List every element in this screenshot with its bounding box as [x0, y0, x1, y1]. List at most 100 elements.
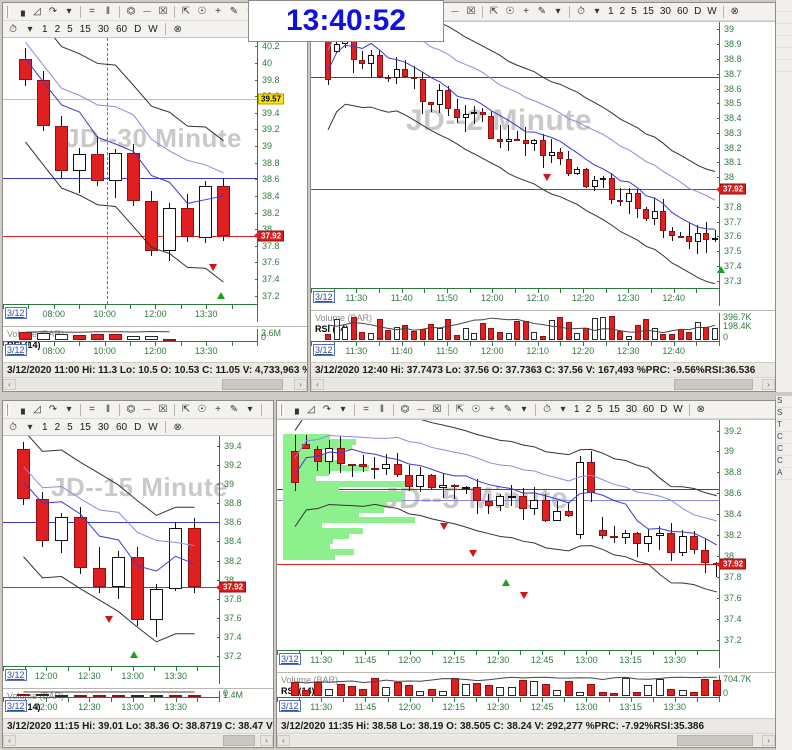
- timeframe-30[interactable]: 30: [97, 23, 109, 35]
- toolbar-grip[interactable]: [6, 5, 10, 18]
- drawing-icon[interactable]: ◿: [33, 6, 41, 17]
- timeframe-60[interactable]: 60: [676, 6, 689, 17]
- crosshair-box-icon[interactable]: ☒: [466, 6, 476, 17]
- timeframe-toolbar[interactable]: ⏱ ▾ 1 2 5 15 30 60 D W ⊗: [3, 419, 273, 436]
- chart-type-icon[interactable]: ▗: [291, 404, 299, 415]
- clock-icon[interactable]: ⏱: [543, 404, 551, 415]
- timeframe-2[interactable]: 2: [585, 404, 592, 415]
- pointer-icon[interactable]: ⇱: [455, 404, 465, 415]
- timeframe-w[interactable]: W: [148, 23, 158, 35]
- horizontal-scrollbar[interactable]: ‹ ›: [311, 377, 775, 391]
- crosshair-icon[interactable]: +: [215, 6, 221, 17]
- timeframe-w[interactable]: W: [707, 6, 717, 17]
- scroll-left-button[interactable]: ‹: [3, 735, 16, 746]
- timeframe-2[interactable]: 2: [54, 23, 61, 35]
- line-style-icon[interactable]: =: [89, 404, 95, 415]
- timeframe-15[interactable]: 15: [79, 23, 91, 35]
- parallel-lines-icon[interactable]: ‖: [105, 404, 111, 415]
- crosshair-icon[interactable]: +: [523, 6, 529, 17]
- scroll-right-button[interactable]: ›: [294, 379, 307, 390]
- pointer-icon[interactable]: ⇱: [489, 6, 499, 17]
- chart-window-jd-15-minute[interactable]: ▗ ◿ ↷ ▾ = ‖ ⏣ ⏤ ☒ ⇱ ☉ + ✎ ▾ ⏱ ▾ 1 2 5 15: [2, 400, 274, 748]
- timeframe-60[interactable]: 60: [115, 23, 128, 35]
- dropdown-icon[interactable]: ▾: [66, 6, 72, 17]
- timeframe-5[interactable]: 5: [67, 23, 73, 35]
- clock-icon[interactable]: ⏱: [9, 421, 17, 433]
- timeframe-5[interactable]: 5: [631, 6, 637, 17]
- timeframe-30[interactable]: 30: [97, 421, 109, 433]
- timeframe-w[interactable]: W: [673, 404, 683, 415]
- dropdown2-icon[interactable]: ▾: [247, 404, 253, 415]
- pencil-icon[interactable]: ✎: [229, 6, 239, 17]
- horizontal-scrollbar[interactable]: ‹ ›: [3, 733, 273, 747]
- timeframe-30[interactable]: 30: [659, 6, 671, 17]
- timeframe-d[interactable]: D: [694, 6, 702, 17]
- dropdown-icon[interactable]: ▾: [560, 404, 566, 415]
- close-icon[interactable]: ⊗: [696, 404, 705, 415]
- hand-icon[interactable]: ☉: [471, 404, 481, 415]
- timeframe-1[interactable]: 1: [42, 23, 48, 35]
- timeframe-w[interactable]: W: [148, 421, 158, 433]
- line-style-icon[interactable]: =: [363, 404, 369, 415]
- dropdown-icon[interactable]: ▾: [340, 404, 346, 415]
- scroll-trough[interactable]: [290, 735, 762, 746]
- scroll-thumb[interactable]: [223, 735, 256, 746]
- timeframe-30[interactable]: 30: [625, 404, 637, 415]
- crosshair-icon[interactable]: +: [489, 404, 495, 415]
- timeframe-1[interactable]: 1: [608, 6, 614, 17]
- close-icon[interactable]: ⊗: [730, 6, 739, 17]
- compress-icon[interactable]: ⏤: [417, 404, 425, 415]
- timeframe-5[interactable]: 5: [67, 421, 73, 433]
- dropdown-icon[interactable]: ▾: [66, 404, 72, 415]
- scroll-trough[interactable]: [16, 735, 260, 746]
- chart-window-jd-5-minute[interactable]: ▗ ◿ ↷ ▾ = ‖ ⏣ ⏤ ☒ ⇱ ☉ + ✎ ▾ ⏱ ▾ 1 2 5 15…: [276, 400, 776, 748]
- zoom-icon[interactable]: ↷: [48, 404, 58, 415]
- timeframe-1[interactable]: 1: [574, 404, 580, 415]
- scroll-thumb[interactable]: [221, 379, 283, 390]
- compress-icon[interactable]: ⏤: [451, 6, 459, 17]
- chart-plot-area[interactable]: JD--2 Minute 39 38.9 38.8 38.7 38.6 38.5 38.4 3…: [311, 21, 775, 362]
- scroll-right-button[interactable]: ›: [762, 735, 775, 746]
- chart-type-icon[interactable]: ▗: [17, 404, 25, 415]
- timeframe-2[interactable]: 2: [619, 6, 626, 17]
- scroll-thumb[interactable]: [674, 379, 754, 390]
- timeframe-5[interactable]: 5: [597, 404, 603, 415]
- zoom-icon[interactable]: ↷: [48, 6, 58, 17]
- crosshair-icon[interactable]: +: [215, 404, 221, 415]
- expand-icon[interactable]: ⏣: [126, 404, 136, 415]
- parallel-lines-icon[interactable]: ‖: [105, 6, 111, 17]
- dropdown-icon[interactable]: ▾: [27, 421, 33, 433]
- dropdown2-icon[interactable]: ▾: [521, 404, 527, 415]
- dropdown-icon[interactable]: ▾: [27, 23, 33, 35]
- drawing-icon[interactable]: ◿: [33, 404, 41, 415]
- scroll-right-button[interactable]: ›: [762, 379, 775, 390]
- scroll-thumb[interactable]: [677, 735, 753, 746]
- chart-window-jd-2-minute[interactable]: ▗ ◿ ↷ ▾ = ‖ ⏣ ⏤ ☒ ⇱ ☉ + ✎ ▾ ⏱ ▾ 1 2 5 15…: [310, 2, 776, 392]
- line-style-icon[interactable]: =: [89, 6, 95, 17]
- timeframe-15[interactable]: 15: [608, 404, 620, 415]
- horizontal-scrollbar[interactable]: ‹ ›: [3, 377, 307, 391]
- pointer-icon[interactable]: ⇱: [181, 6, 191, 17]
- clock-icon[interactable]: ⏱: [9, 23, 17, 35]
- hand-icon[interactable]: ☉: [197, 404, 207, 415]
- clock-icon[interactable]: ⏱: [577, 6, 585, 17]
- horizontal-scrollbar[interactable]: ‹ ›: [277, 733, 775, 747]
- timeframe-15[interactable]: 15: [642, 6, 654, 17]
- pencil-icon[interactable]: ✎: [503, 404, 513, 415]
- pencil-icon[interactable]: ✎: [229, 404, 239, 415]
- compress-icon[interactable]: ⏤: [143, 6, 151, 17]
- timeframe-toolbar[interactable]: ⏱ ▾ 1 2 5 15 30 60 D W ⊗: [3, 21, 307, 38]
- crosshair-box-icon[interactable]: ☒: [158, 6, 168, 17]
- timeframe-d[interactable]: D: [660, 404, 668, 415]
- chart-toolbar[interactable]: ▗ ◿ ↷ ▾ = ‖ ⏣ ⏤ ☒ ⇱ ☉ + ✎ ▾ ⏱ ▾ 1 2 5 15…: [277, 401, 775, 419]
- toolbar-grip[interactable]: [280, 403, 284, 416]
- crosshair-box-icon[interactable]: ☒: [432, 404, 442, 415]
- scroll-right-button[interactable]: ›: [260, 735, 273, 746]
- zoom-icon[interactable]: ↷: [322, 404, 332, 415]
- chart-plot-area[interactable]: JD--15 Minute 39.4 39.2 39 38.8 38.6 38.4 38.2…: [3, 436, 273, 718]
- hand-icon[interactable]: ☉: [197, 6, 207, 17]
- timeframe-1[interactable]: 1: [42, 421, 48, 433]
- chart-toolbar[interactable]: ▗ ◿ ↷ ▾ = ‖ ⏣ ⏤ ☒ ⇱ ☉ + ✎ ▾: [3, 3, 307, 21]
- expand-icon[interactable]: ⏣: [400, 404, 410, 415]
- scroll-left-button[interactable]: ‹: [277, 735, 290, 746]
